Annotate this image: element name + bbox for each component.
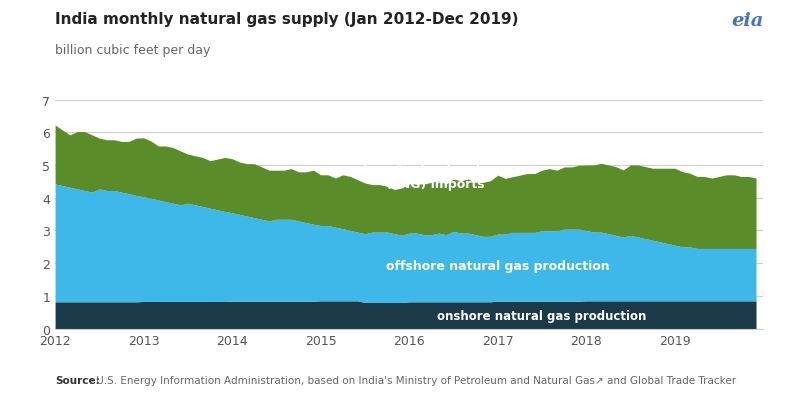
Text: U.S. Energy Information Administration, based on India's Ministry of Petroleum a: U.S. Energy Information Administration, … (93, 375, 736, 385)
Text: offshore natural gas production: offshore natural gas production (386, 259, 610, 273)
Text: India monthly natural gas supply (Jan 2012-Dec 2019): India monthly natural gas supply (Jan 20… (55, 12, 519, 27)
Text: onshore natural gas production: onshore natural gas production (438, 309, 647, 322)
Text: liquefied natural gas
(LNG) imports: liquefied natural gas (LNG) imports (363, 163, 508, 191)
Text: billion cubic feet per day: billion cubic feet per day (55, 44, 210, 57)
Text: eia: eia (731, 12, 763, 30)
Text: Source:: Source: (55, 375, 100, 385)
